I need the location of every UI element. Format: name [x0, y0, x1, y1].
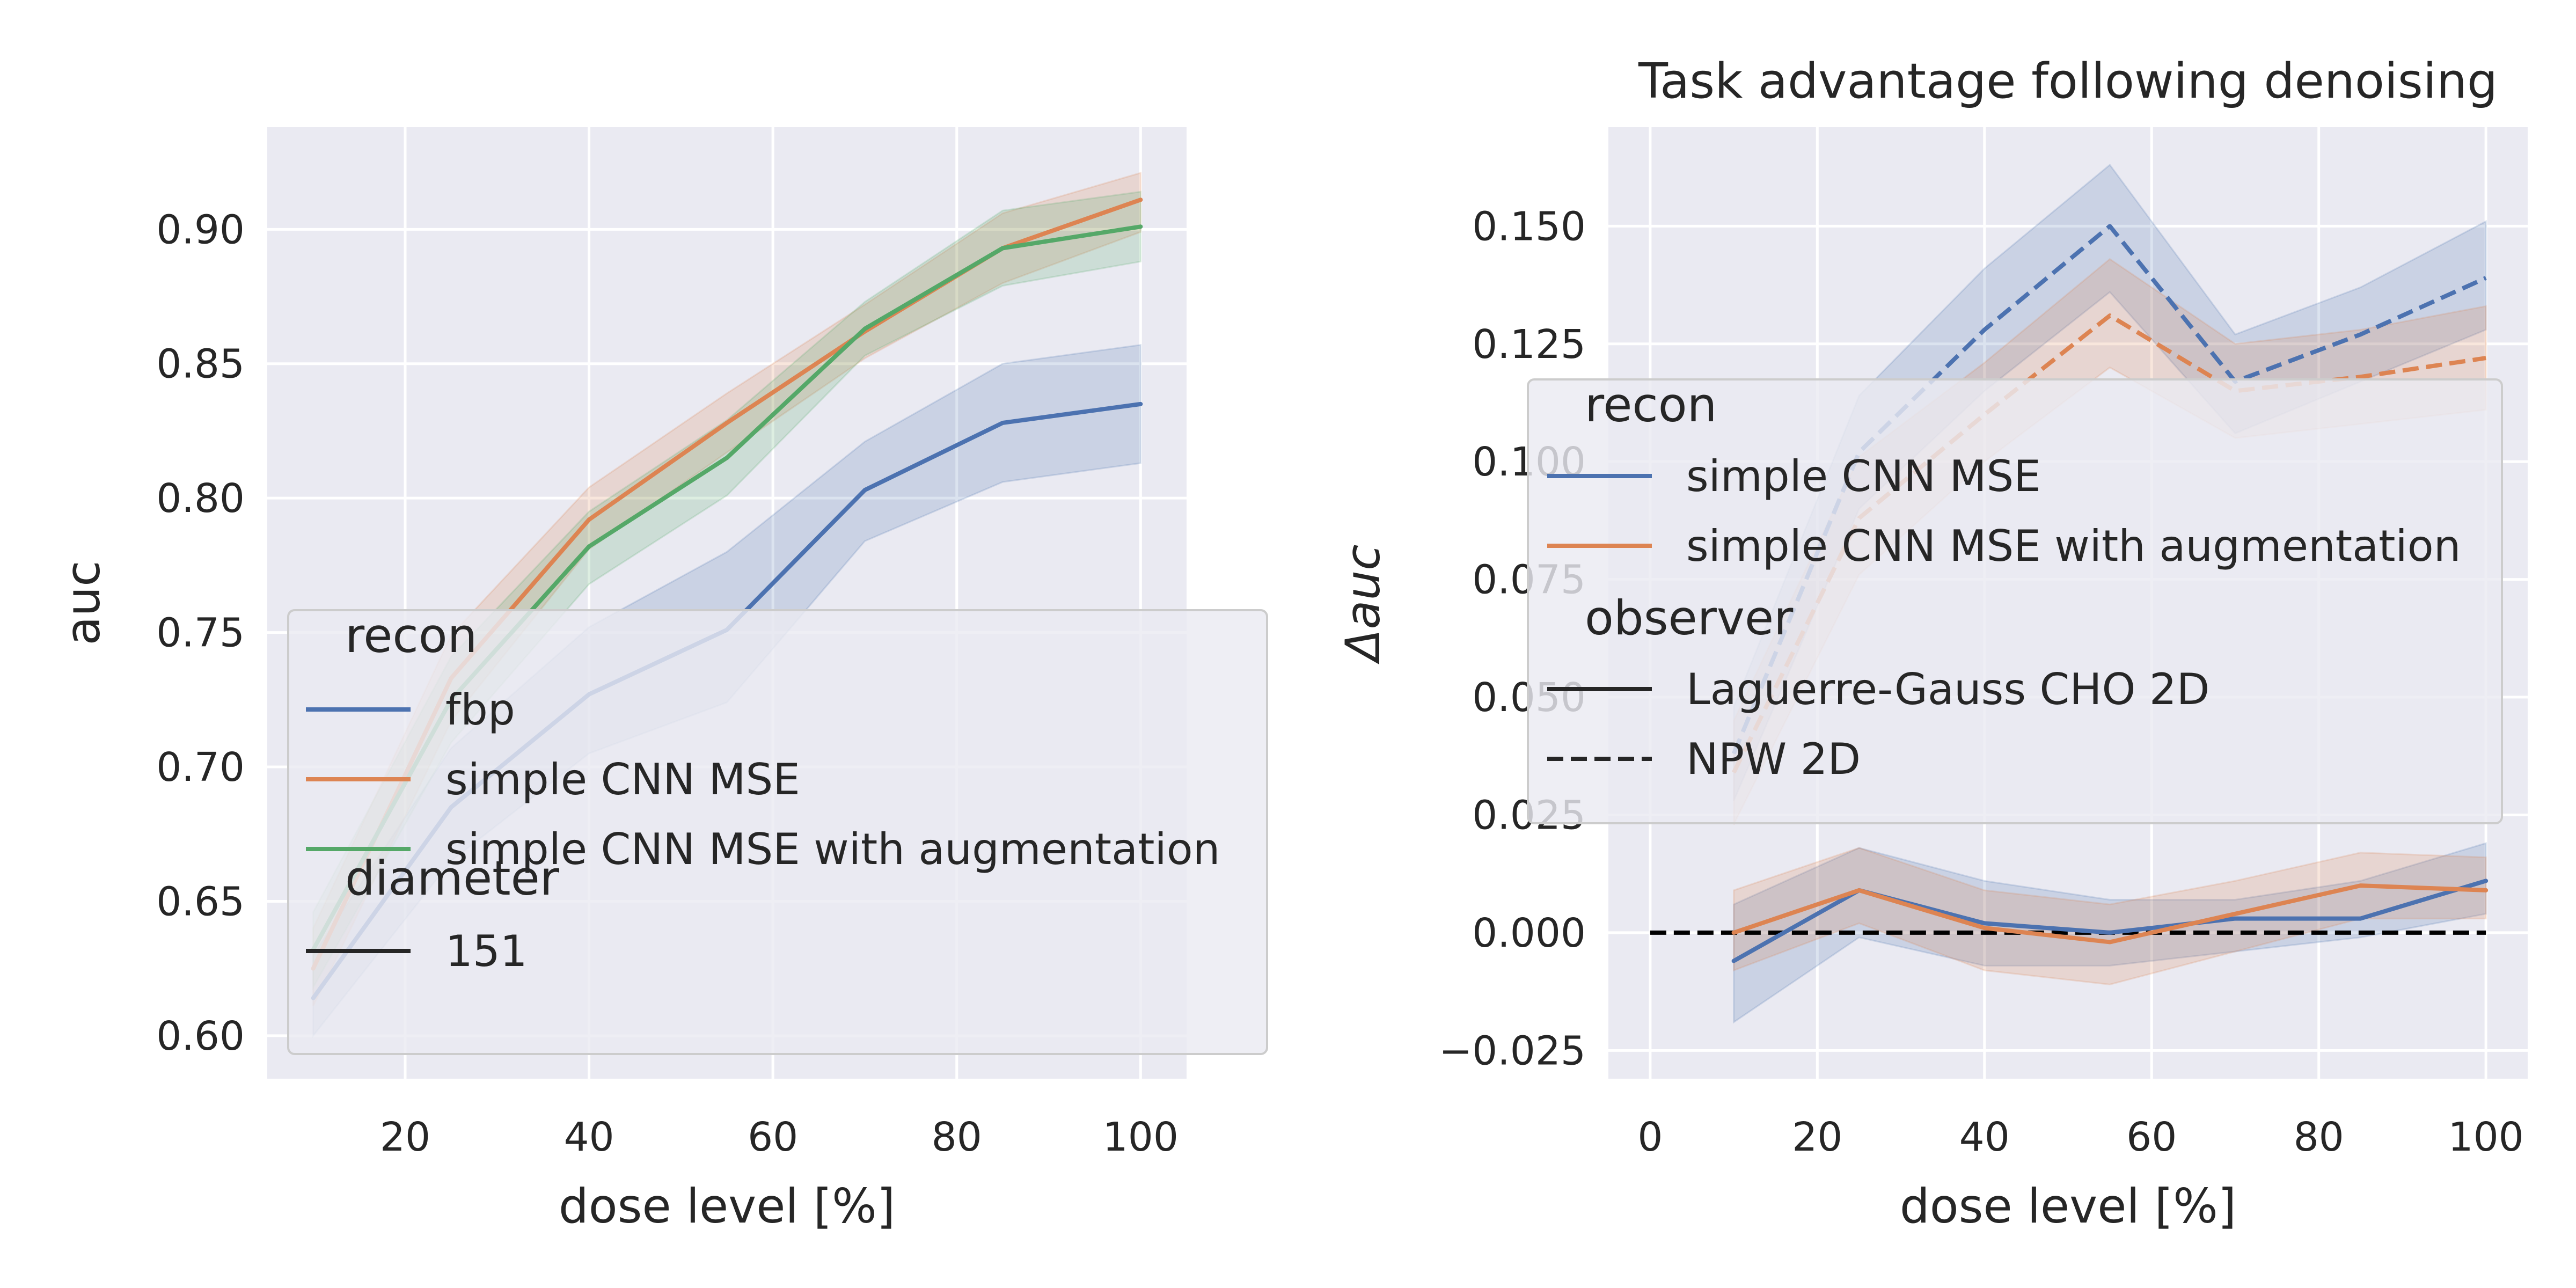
y-axis-label: Δauc	[1335, 544, 1391, 664]
legend-entry-label: simple CNN MSE	[1686, 451, 2041, 501]
legend-entry-label: 151	[445, 926, 528, 976]
y-tick-label: 0.000	[1472, 910, 1586, 956]
y-tick-label: 0.90	[156, 207, 245, 253]
y-tick-label: 0.70	[156, 744, 245, 791]
legend-entry-label: simple CNN MSE with augmentation	[1686, 521, 2461, 571]
y-tick-label: 0.85	[156, 341, 245, 387]
x-tick-label: 40	[564, 1114, 614, 1160]
y-tick-label: 0.65	[156, 879, 245, 925]
legend-entry-label: simple CNN MSE with augmentation	[445, 824, 1220, 874]
x-tick-label: 60	[748, 1114, 798, 1160]
x-axis-label: dose level [%]	[559, 1179, 895, 1234]
y-tick-label: −0.025	[1439, 1028, 1586, 1074]
legend: recon simple CNN MSE simple CNN MSE with a…	[1527, 377, 2503, 824]
y-tick-label: 0.125	[1472, 321, 1586, 368]
confidence-band	[1733, 847, 2487, 985]
legend-entry-label: fbp	[445, 685, 515, 735]
y-tick-label: 0.150	[1472, 203, 1586, 250]
legend-section-title: recon	[345, 608, 477, 663]
x-tick-label: 100	[1103, 1114, 1179, 1160]
legend-entry-label: NPW 2D	[1686, 734, 1861, 784]
legend-section-title: diameter	[345, 851, 560, 906]
chart-title: Task advantage following denoising	[1638, 53, 2498, 109]
legend-section-title: observer	[1585, 590, 1794, 646]
x-tick-label: 100	[2448, 1114, 2524, 1160]
y-tick-label: 0.75	[156, 610, 245, 656]
x-axis-label: dose level [%]	[1900, 1179, 2236, 1234]
x-tick-label: 0	[1637, 1114, 1663, 1160]
series-line	[1731, 224, 2487, 755]
x-tick-label: 60	[2126, 1114, 2177, 1160]
x-tick-label: 40	[1959, 1114, 2010, 1160]
legend-entry-label: Laguerre-Gauss CHO 2D	[1686, 664, 2209, 714]
legend-section-title: recon	[1585, 377, 1717, 433]
left-panel-auc: 20 40 60 80 100 0.60 0.65 0.70 0.75 0.80 0.85 0.90 d…	[55, 127, 1268, 1234]
x-tick-label: 20	[1792, 1114, 1842, 1160]
x-tick-label: 80	[932, 1114, 982, 1160]
series-line	[1731, 883, 2489, 945]
legend: recon fbp simple CNN MSE simple CNN MSE wit…	[287, 608, 1268, 1055]
y-tick-label: 0.80	[156, 475, 245, 522]
x-tick-label: 20	[380, 1114, 430, 1160]
y-tick-label: 0.60	[156, 1013, 245, 1059]
legend-box	[1527, 378, 2503, 824]
legend-box	[287, 609, 1268, 1055]
legend-entry-label: simple CNN MSE	[445, 755, 800, 804]
y-axis-label: auc	[55, 560, 111, 645]
x-tick-label: 80	[2294, 1114, 2344, 1160]
right-panel-delta-auc: 020406080100−0.0250.0000.0250.0500.0750.…	[1335, 53, 2528, 1234]
